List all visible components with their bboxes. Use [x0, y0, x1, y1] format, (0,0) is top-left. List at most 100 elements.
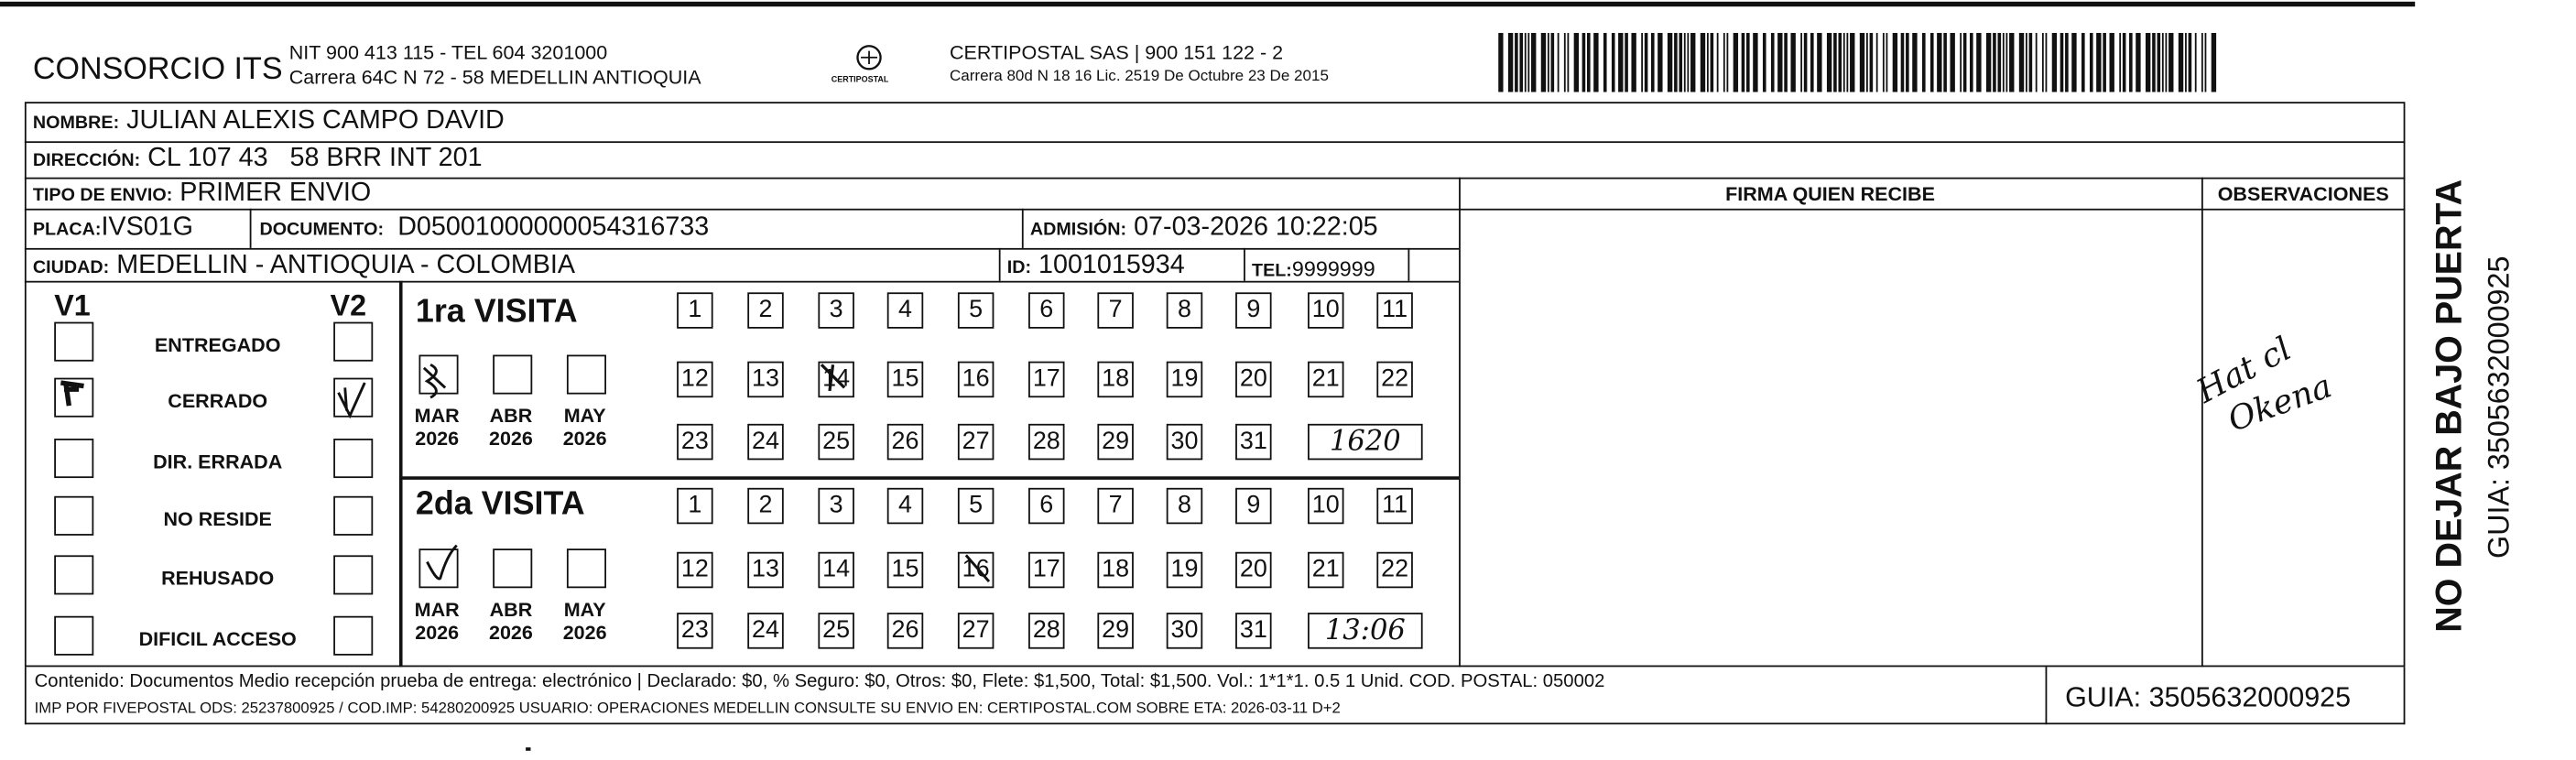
day-box: 20 [1235, 551, 1272, 589]
barcode-bar [1567, 32, 1570, 92]
month-checkbox [493, 548, 533, 589]
day-box: 17 [1028, 361, 1065, 398]
day-box: 2 [747, 292, 784, 329]
day-box: 28 [1028, 613, 1065, 649]
v1-checkbox [54, 615, 94, 656]
day-box: 16 [957, 361, 995, 398]
logo [856, 45, 882, 71]
day-box: 7 [1097, 292, 1134, 329]
barcode-bar [1498, 32, 1504, 92]
barcode-bar [2145, 32, 2151, 92]
signature-header: FIRMA QUIEN RECIBE [1725, 182, 1935, 206]
company-address: Carrera 64C N 72 - 58 MEDELLIN ANTIOQUIA [288, 65, 701, 89]
barcode-bar [2035, 32, 2038, 92]
v2-checkbox [333, 615, 374, 656]
barcode-bar [1700, 32, 1706, 92]
barcode-bar [1650, 32, 1655, 92]
barcode-bar [2165, 32, 2168, 92]
barcode-bar [1892, 32, 1898, 92]
day-box: 23 [677, 423, 713, 461]
barcode-bar [2060, 32, 2064, 92]
barcode-bar [1753, 32, 1758, 92]
barcode-bar [1803, 32, 1808, 92]
rule [24, 722, 2406, 725]
city-field: Ciudad: MEDELLIN - ANTIOQUIA - COLOMBIA [32, 252, 575, 279]
month-checkbox [566, 354, 606, 395]
barcode-bar [1746, 32, 1750, 92]
barcode-bar [1690, 32, 1696, 92]
v1-checkbox [54, 555, 94, 595]
day-box: 1 [677, 487, 713, 525]
visit-time: 13:06 [1308, 613, 1423, 649]
day-box: 31 [1235, 423, 1272, 461]
barcode-bar [1929, 32, 1934, 92]
barcode-bar [1507, 32, 1514, 92]
barcode-bar [1833, 32, 1837, 92]
barcode-bar [2045, 32, 2048, 92]
top-rule [0, 1, 2416, 7]
rule [998, 247, 1001, 281]
barcode-bar [1817, 32, 1822, 92]
barcode-bar [1540, 32, 1547, 92]
barcode-bar [1726, 32, 1729, 92]
barcode-bar [1846, 32, 1849, 92]
barcode-bar [1784, 32, 1788, 92]
barcode-bar [1531, 32, 1537, 92]
day-box: 27 [957, 613, 995, 649]
barcode-bar [1937, 32, 1942, 92]
barcode-bar [2081, 32, 2085, 92]
barcode-bar [1842, 32, 1845, 92]
barcode-bar [1515, 32, 1518, 92]
month-label: MAY [563, 404, 606, 428]
field-label: Tipo de envio: [32, 185, 173, 206]
barcode-bar [1900, 32, 1905, 92]
v1-checkbox [54, 377, 94, 418]
document-field: Documento: D05001000000054316733 [259, 214, 709, 242]
barcode-bar [2185, 32, 2187, 92]
barcode-bar [1906, 32, 1909, 92]
day-box: 7 [1097, 487, 1134, 525]
day-box: 29 [1097, 423, 1134, 461]
day-box: 22 [1376, 551, 1413, 589]
rule [1021, 208, 1024, 248]
barcode-bar [1850, 32, 1855, 92]
barcode-bar [1611, 32, 1615, 92]
barcode-bar [1679, 32, 1683, 92]
day-box: 12 [677, 361, 713, 398]
day-box: 25 [818, 423, 854, 461]
field-label: Placa: [32, 220, 102, 240]
barcode-bar [2026, 32, 2027, 92]
v2-checkbox [333, 495, 374, 536]
field-value: PRIMER ENVIO [179, 179, 372, 208]
barcode-bar [2041, 32, 2044, 92]
month-label: ABR [489, 404, 533, 428]
v2-header: V2 [330, 288, 367, 322]
barcode-bar [2201, 32, 2203, 92]
barcode-bar [1962, 32, 1967, 92]
field-value: 1001015934 [1038, 251, 1185, 279]
tel-field: TEL:9999999 [1252, 256, 1375, 283]
barcode-bar [2211, 32, 2217, 92]
barcode-bar [2152, 32, 2156, 92]
visit-time: 1620 [1308, 423, 1423, 461]
day-box: 18 [1097, 551, 1134, 589]
barcode-bar [2005, 32, 2008, 92]
v2-checkbox [333, 377, 374, 418]
speck [526, 747, 531, 751]
field-label: Ciudad: [32, 257, 110, 278]
barcode-bar [1865, 32, 1868, 92]
v1-checkbox [54, 439, 94, 479]
v1-checkbox [54, 321, 94, 362]
barcode-bar [1667, 32, 1673, 92]
day-box: 3 [818, 292, 854, 329]
address-field: Dirección: CL 107 43 58 BRR INT 201 [33, 146, 483, 173]
day-box: 9 [1235, 292, 1272, 329]
company-nit: NIT 900 413 115 - TEL 604 3201000 [288, 40, 608, 64]
side-guide: GUIA: 3505632000925 [2482, 255, 2516, 559]
barcode-bar [2096, 32, 2102, 92]
logo-text: CERTIPOSTAL [831, 75, 889, 86]
footer-guide: GUIA: 3505632000925 [2065, 681, 2352, 713]
barcode-bar [1547, 32, 1549, 92]
field-label: ID: [1006, 257, 1032, 278]
